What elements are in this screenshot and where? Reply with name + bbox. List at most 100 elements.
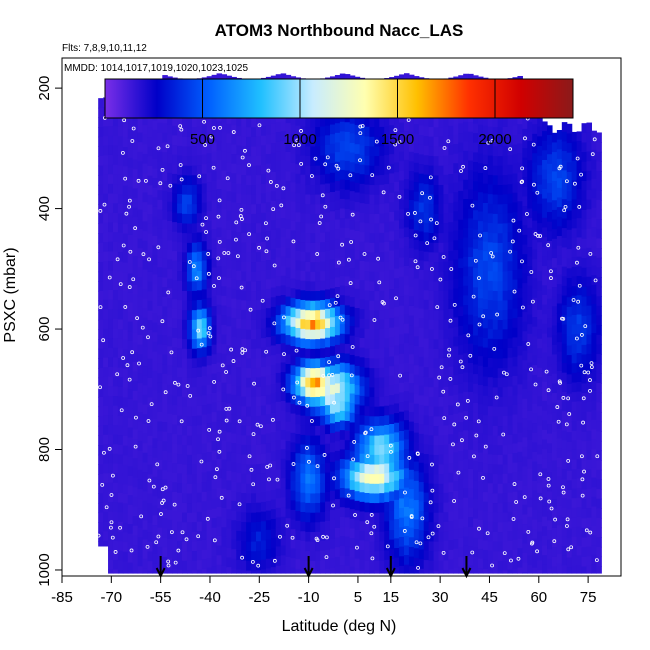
heatmap-cell — [369, 262, 375, 273]
heatmap-cell — [571, 160, 578, 172]
heatmap-cell — [384, 444, 390, 455]
heatmap-cell — [310, 117, 316, 128]
heatmap-cell — [325, 164, 331, 175]
heatmap-cell — [532, 365, 538, 376]
heatmap-cell — [522, 389, 528, 400]
heatmap-cell — [344, 527, 351, 538]
heatmap-cell — [364, 348, 371, 359]
heatmap-cell — [487, 512, 494, 523]
heatmap-cell — [167, 529, 173, 540]
heatmap-cell — [566, 171, 573, 183]
heatmap-cell — [162, 422, 168, 433]
heatmap-cell — [117, 155, 124, 166]
heatmap-cell — [122, 243, 129, 254]
heatmap-cell — [152, 380, 158, 391]
heatmap-cell — [448, 463, 454, 474]
heatmap-cell — [438, 551, 445, 562]
heatmap-cell — [339, 150, 346, 161]
heatmap-cell — [512, 443, 519, 454]
heatmap-cell — [423, 164, 430, 176]
heatmap-cell — [448, 424, 454, 435]
heatmap-cell — [389, 183, 395, 194]
heatmap-cell — [507, 386, 514, 397]
heatmap-cell — [241, 473, 247, 485]
heatmap-cell — [280, 256, 287, 267]
heatmap-cell — [241, 570, 247, 574]
heatmap-cell — [152, 486, 158, 497]
flights-label: Flts: 7,8,9,10,11,12 — [62, 43, 147, 54]
heatmap-cell — [507, 560, 514, 571]
heatmap-cell — [453, 519, 459, 531]
heatmap-cell — [226, 152, 232, 164]
heatmap-cell — [473, 518, 479, 529]
heatmap-cell — [103, 434, 109, 445]
heatmap-cell — [132, 236, 139, 247]
heatmap-cell — [566, 470, 573, 481]
heatmap-cell — [280, 516, 287, 527]
heatmap-cell — [117, 329, 124, 340]
heatmap-cell — [196, 357, 203, 368]
heatmap-cell — [551, 393, 558, 404]
heatmap-cell — [399, 228, 405, 239]
heatmap-cell — [270, 220, 277, 231]
heatmap-cell — [325, 347, 331, 358]
heatmap-cell — [152, 332, 158, 343]
heatmap-cell — [566, 345, 573, 356]
heatmap-cell — [418, 125, 425, 136]
heatmap-cell — [310, 271, 316, 283]
heatmap-cell — [206, 124, 213, 135]
heatmap-cell — [177, 319, 183, 330]
heatmap-cell — [507, 444, 514, 455]
heatmap-cell — [433, 474, 440, 485]
heatmap-cell — [275, 565, 282, 574]
heatmap-cell — [231, 520, 237, 531]
heatmap-cell — [512, 327, 519, 339]
heatmap-cell — [448, 434, 454, 445]
heatmap-cell — [458, 499, 464, 510]
heatmap-cell — [320, 290, 326, 301]
heatmap-cell — [448, 443, 454, 455]
heatmap-cell — [418, 135, 425, 146]
heatmap-cell — [191, 194, 198, 205]
heatmap-cell — [468, 497, 474, 509]
heatmap-cell — [275, 247, 282, 258]
heatmap-cell — [477, 115, 484, 126]
heatmap-cell — [502, 184, 509, 196]
heatmap-cell — [359, 386, 366, 397]
heatmap-cell — [379, 406, 385, 417]
heatmap-cell — [216, 73, 223, 84]
heatmap-cell — [527, 439, 533, 451]
heatmap-cell — [300, 511, 306, 523]
heatmap-cell — [152, 264, 158, 276]
heatmap-cell — [186, 127, 193, 138]
heatmap-cell — [206, 500, 213, 511]
heatmap-cell — [285, 238, 292, 249]
heatmap-cell — [502, 531, 509, 542]
heatmap-cell — [211, 257, 218, 269]
heatmap-cell — [231, 134, 237, 145]
heatmap-cell — [201, 539, 208, 551]
heatmap-cell — [418, 250, 425, 261]
heatmap-cell — [359, 530, 366, 542]
heatmap-cell — [280, 545, 287, 556]
heatmap-cell — [399, 527, 405, 538]
heatmap-cell — [117, 261, 124, 272]
heatmap-cell — [438, 406, 445, 417]
heatmap-cell — [231, 308, 237, 319]
heatmap-cell — [285, 277, 292, 288]
heatmap-cell — [487, 117, 494, 128]
heatmap-cell — [542, 468, 548, 479]
heatmap-cell — [142, 520, 149, 531]
heatmap-cell — [147, 349, 154, 360]
heatmap-cell — [285, 489, 292, 500]
heatmap-cell — [147, 127, 154, 138]
heatmap-cell — [433, 291, 440, 302]
heatmap-cell — [320, 454, 326, 465]
heatmap-cell — [201, 183, 208, 194]
heatmap-cell — [418, 424, 425, 435]
heatmap-cell — [408, 392, 415, 403]
heatmap-cell — [468, 343, 474, 354]
heatmap-cell — [364, 338, 371, 350]
heatmap-cell — [221, 479, 228, 490]
heatmap-cell — [295, 279, 301, 291]
